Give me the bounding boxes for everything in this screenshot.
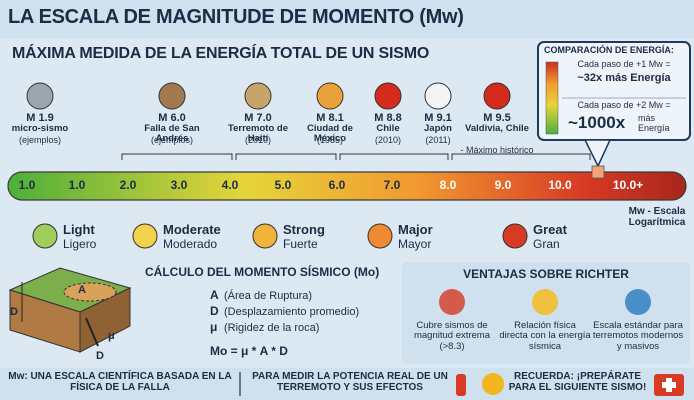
term-symbol: μ (210, 320, 218, 334)
subtitle: MÁXIMA MEDIDA DE LA ENERGÍA TOTAL DE UN … (12, 45, 430, 62)
advantage-icons (439, 289, 651, 315)
event-magnitude: M 6.0 (158, 112, 186, 124)
event-icon (26, 82, 54, 110)
scale-marker (591, 165, 605, 179)
category-en: Strong (283, 222, 325, 237)
event-magnitude: M 8.8 (374, 112, 402, 124)
event-name: Falla de San Andrés (144, 123, 200, 145)
scale-label: 7.0 (383, 178, 401, 192)
event-detail: (1985) (316, 135, 343, 145)
scale-label: 10.0+ (612, 178, 644, 192)
term-symbol: D (210, 304, 219, 318)
term-description: (Rigidez de la roca) (224, 322, 320, 334)
event-magnitude: M 7.0 (244, 112, 272, 124)
event-magnitude: M 9.5 (483, 112, 511, 124)
scale-label: 2.0 (119, 178, 137, 192)
event-name: Japón (424, 123, 452, 134)
scale-label: 5.0 (274, 178, 292, 192)
header-band (0, 0, 694, 38)
footer-left: Mw: UNA ESCALA CIENTÍFICA BASADA EN LA F… (8, 371, 232, 393)
term-description: (Área de Ruptura) (224, 290, 313, 302)
category-es: Moderado (163, 237, 218, 251)
energy-unit: más Energía (638, 113, 670, 133)
scale-bar (7, 171, 687, 201)
advantages-title: VENTAJAS SOBRE RICHTER (463, 267, 629, 281)
category-en: Great (533, 222, 567, 237)
energy-step: Cada paso de +1 Mw = (577, 59, 671, 69)
moment-title: CÁLCULO DEL MOMENTO SÍSMICO (Mo) (145, 265, 380, 279)
category-icon (32, 223, 58, 249)
energy-pointer (583, 139, 612, 168)
event-icon (316, 82, 344, 110)
diagram-label: A (78, 284, 86, 296)
event-name: Chile (376, 123, 400, 134)
diagram-label: μ (108, 330, 115, 342)
energy-step: Cada paso de +2 Mw = (577, 100, 671, 110)
event-detail: - Máximo histórico (460, 145, 534, 155)
event-icon (158, 82, 186, 110)
footer-band (0, 368, 694, 400)
energy-title: COMPARACIÓN DE ENERGÍA: (544, 45, 674, 55)
event-magnitude: M 8.1 (316, 112, 344, 124)
footer-icons (456, 373, 684, 396)
energy-bar (545, 61, 559, 135)
term-description: (Desplazamiento promedio) (224, 306, 360, 318)
advantage-item: Escala estándar para terremotos modernos… (592, 320, 684, 352)
energy-result: ~32x más Energía (577, 72, 671, 84)
title: LA ESCALA DE MAGNITUDE DE MOMENTO (Mw) (8, 6, 464, 28)
event-name: Valdivia, Chile (465, 123, 529, 134)
scale-caption: Mw - Escala Logarítmica (628, 206, 686, 228)
diagram-label: D (10, 306, 18, 318)
category-es: Mayor (398, 237, 432, 251)
diagram-label: D (96, 350, 104, 362)
event-detail: (2011) (425, 135, 451, 145)
scale-label: 6.0 (328, 178, 346, 192)
category-es: Ligero (63, 237, 97, 251)
brackets (121, 153, 591, 160)
event-detail: (2010) (244, 135, 271, 145)
category-en: Moderate (163, 222, 221, 237)
category-en: Major (398, 222, 433, 237)
category-icon (502, 223, 528, 249)
scale-label: 1.0 (18, 178, 36, 192)
scale-label: 1.0 (68, 178, 86, 192)
event-detail: (ejemplos) (150, 135, 193, 145)
event-magnitude: M 9.1 (424, 112, 452, 124)
footer-center: PARA MEDIR LA POTENCIA REAL DE UN TERREM… (252, 371, 448, 393)
scale-label: 3.0 (170, 178, 188, 192)
energy-box (537, 41, 691, 141)
scale-label: 10.0 (548, 178, 572, 192)
category-en: Light (63, 222, 95, 237)
formula: Mo = μ * A * D (210, 344, 288, 358)
scale-label: 4.0 (221, 178, 239, 192)
event-icon (424, 82, 452, 110)
category-es: Fuerte (283, 237, 318, 251)
event-icon (483, 82, 511, 110)
event-icon (244, 82, 272, 110)
event-detail: (ejemplos) (18, 135, 61, 145)
fault-block (8, 267, 132, 353)
term-symbol: A (210, 288, 219, 302)
event-name: micro-sismo (11, 123, 69, 134)
scale-label: 9.0 (494, 178, 512, 192)
footer-right: RECUERDA: ¡PREPÁRATE PARA EL SIGUIENTE S… (508, 371, 647, 393)
advantage-item: Relación física directa con la energía s… (499, 320, 591, 352)
category-es: Gran (533, 237, 560, 251)
scale-label: 8.0 (439, 178, 457, 192)
event-name: Terremoto de Haití (227, 123, 288, 145)
event-detail: (2010) (374, 135, 401, 145)
category-icon (252, 223, 278, 249)
category-icon (367, 223, 393, 249)
energy-result: ~1000x (568, 113, 626, 132)
category-icon (132, 223, 158, 249)
event-icon (374, 82, 402, 110)
event-magnitude: M 1.9 (26, 112, 54, 124)
advantage-item: Cubre sismos de magnitud extrema (>8.3) (413, 320, 491, 352)
event-name: Ciudad de México (307, 123, 353, 145)
